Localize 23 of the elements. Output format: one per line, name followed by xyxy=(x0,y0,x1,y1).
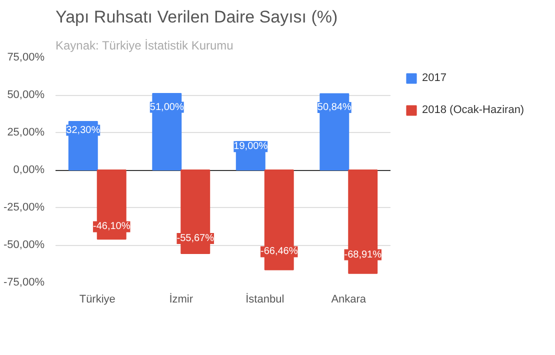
data-label: 19,00% xyxy=(234,141,268,152)
x-tick-label: İzmir xyxy=(169,292,194,306)
chart-title: Yapı Ruhsatı Verilen Daire Sayısı (%) xyxy=(56,8,338,26)
y-tick-label: 25,00% xyxy=(7,126,45,138)
data-label: -68,91% xyxy=(344,249,382,260)
y-tick-label: 50,00% xyxy=(7,89,45,101)
y-tick-label: 75,00% xyxy=(7,52,45,64)
x-tick-label: İstanbul xyxy=(246,292,284,306)
data-label: -55,67% xyxy=(176,232,214,244)
data-label: -46,10% xyxy=(92,221,130,232)
legend-label: 2018 (Ocak-Haziran) xyxy=(422,104,524,116)
y-tick-label: -25,00% xyxy=(4,202,45,214)
data-label: 50,84% xyxy=(317,102,352,113)
data-label: 51,00% xyxy=(150,102,184,113)
x-tick-label: Ankara xyxy=(331,294,367,306)
data-label: 32,30% xyxy=(66,124,100,136)
y-tick-label: -50,00% xyxy=(4,239,45,251)
y-tick-label: 0,00% xyxy=(13,164,45,176)
y-tick-label: -75,00% xyxy=(4,276,45,288)
text: Kaynak: Türkiye İstatistik Kurumu xyxy=(56,38,234,52)
legend-label: 2017 xyxy=(422,72,446,84)
x-tick-label: Türkiye xyxy=(79,294,116,306)
data-label: -66,46% xyxy=(260,246,298,258)
